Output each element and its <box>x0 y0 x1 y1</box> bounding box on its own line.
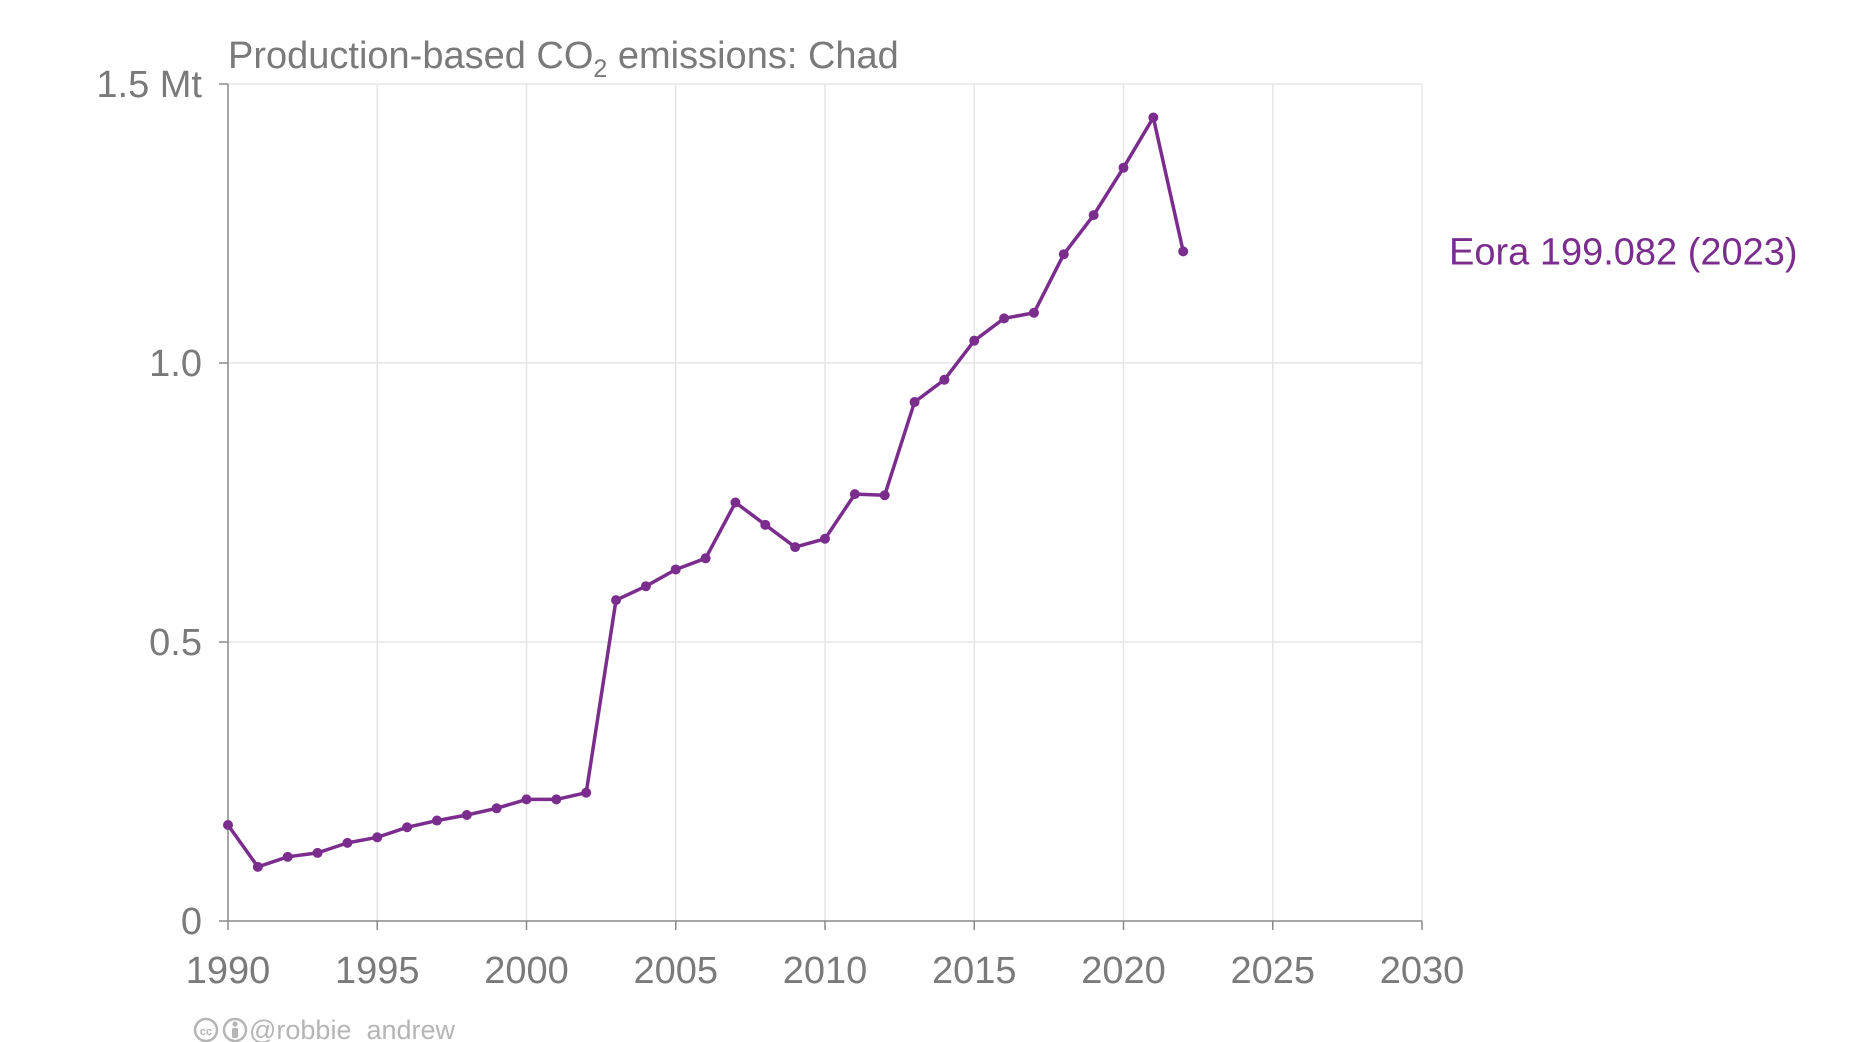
data-point <box>760 519 771 530</box>
x-tick-label: 2015 <box>932 950 1017 992</box>
data-point <box>252 861 263 872</box>
data-point <box>1148 112 1159 123</box>
data-point <box>640 581 651 592</box>
data-point <box>730 497 741 508</box>
labels: Eora 199.082 (2023) <box>1449 231 1798 273</box>
data-point <box>342 837 353 848</box>
y-tick-label: 1.0 <box>149 343 202 385</box>
series-layer <box>223 112 1189 872</box>
data-point <box>700 553 711 564</box>
series-line <box>226 115 1185 869</box>
creative-commons-icon: cc <box>193 1017 219 1042</box>
data-point <box>1028 307 1039 318</box>
x-tick-label: 2010 <box>783 950 868 992</box>
y-tick-label: 1.5 Mt <box>96 64 202 106</box>
data-point <box>581 787 592 798</box>
data-point <box>431 815 442 826</box>
x-tick-label: 1995 <box>335 950 420 992</box>
data-point <box>820 533 830 544</box>
attribution-icon <box>222 1017 248 1042</box>
data-point <box>999 313 1010 324</box>
x-tick-label: 1990 <box>186 950 271 992</box>
x-tick-label: 2030 <box>1380 950 1465 992</box>
data-point <box>670 564 681 575</box>
data-point <box>879 490 890 501</box>
series-label: Eora 199.082 (2023) <box>1449 231 1798 273</box>
x-tick-label: 2000 <box>484 950 569 992</box>
data-point <box>909 397 920 408</box>
svg-text:cc: cc <box>200 1026 212 1038</box>
chart-title: Production-based CO2 emissions: Chad <box>228 35 899 83</box>
data-point <box>402 822 413 833</box>
data-point <box>611 595 622 606</box>
grid <box>228 83 1423 921</box>
data-point <box>790 542 801 553</box>
data-point <box>1088 210 1099 221</box>
y-tick-label: 0 <box>181 901 202 943</box>
x-tick-label: 2025 <box>1230 950 1315 992</box>
data-point <box>521 794 532 805</box>
credit-handle: @robbie_andrew <box>249 1015 456 1042</box>
axes: 1990 1995 2000 2005 2010 2015 2020 2025 2030 0 0.5… <box>96 64 1464 992</box>
x-tick-label: 2020 <box>1081 950 1166 992</box>
data-point <box>223 820 233 831</box>
data-point <box>969 335 980 346</box>
data-point <box>939 374 950 385</box>
data-point <box>1178 246 1189 257</box>
data-point <box>372 832 383 843</box>
data-point <box>491 803 502 814</box>
data-point <box>312 847 323 858</box>
data-point <box>551 794 562 805</box>
chart-title-subscript: 2 <box>593 55 607 83</box>
y-tick-label: 0.5 <box>149 622 202 664</box>
data-point <box>1058 249 1069 260</box>
data-point <box>1118 162 1129 173</box>
x-tick-label: 2005 <box>633 950 718 992</box>
credit: cc @robbie_andrew <box>193 1015 456 1042</box>
data-point <box>849 489 860 500</box>
data-point <box>461 809 472 820</box>
data-point <box>282 851 293 862</box>
